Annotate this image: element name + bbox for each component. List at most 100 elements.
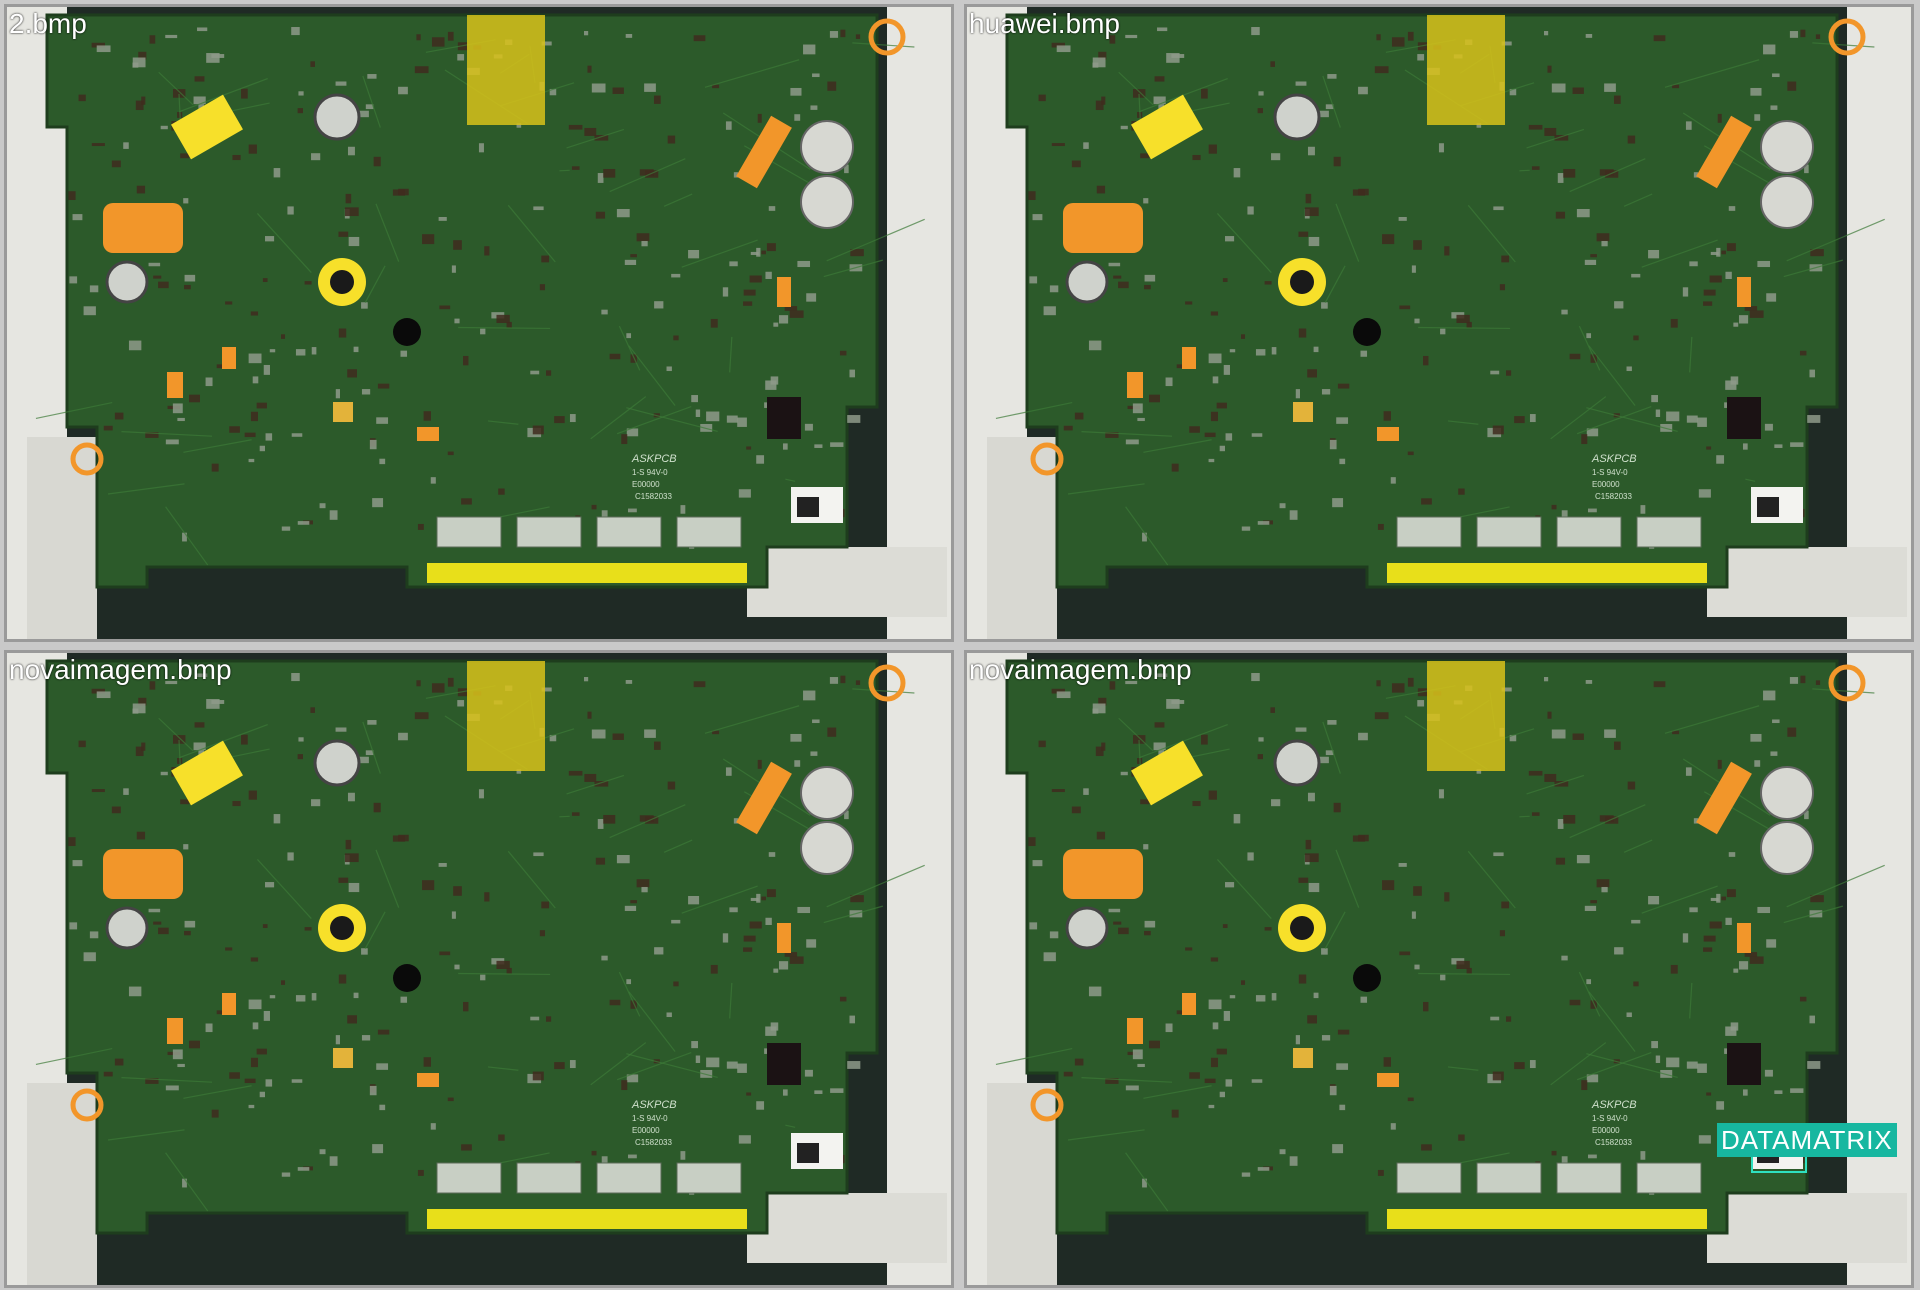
smd-component [416,680,421,687]
smd-component [794,760,801,767]
smd-component [710,964,718,974]
pcb-trace [1467,204,1516,263]
orange-pad [1063,203,1143,253]
pcb-trace [626,1053,718,1079]
smd-component [830,442,844,447]
smd-component [1766,293,1777,302]
smd-component [225,947,233,951]
smd-component [1095,746,1104,757]
smd-component [804,423,813,431]
smd-component [1225,433,1233,441]
smd-component [347,1015,358,1024]
smd-component [1360,996,1368,1003]
smd-component [1390,1123,1396,1130]
smd-component [1703,301,1713,306]
pcb-trace [458,972,551,976]
smd-component [1557,173,1564,183]
smd-component [1219,445,1226,452]
smd-component [265,236,275,242]
smd-component [232,800,241,807]
mounting-hole [1290,916,1314,940]
smd-component [1670,318,1678,328]
image-pane[interactable]: novaimagem.bmp ASKPCB 1-S 94V-0 E00000 C158… [964,650,1914,1288]
screw [1273,739,1321,787]
pcb-trace [362,721,381,774]
smd-component [1725,380,1737,390]
smd-component [379,458,386,465]
smd-component [1132,403,1143,414]
smd-component [1458,1134,1465,1141]
smd-component [1754,114,1761,121]
smd-component [1032,860,1043,867]
smd-component [423,411,431,421]
smd-component [1137,1063,1145,1068]
smd-component [653,95,661,104]
connector-ring [1760,766,1814,820]
smd-component [533,852,544,857]
smd-component [1071,806,1081,814]
smd-component [1529,1060,1536,1069]
smd-component [1271,347,1277,355]
smd-component [1750,87,1762,96]
screw [313,739,361,787]
detection-label: DATAMATRIX [1717,1123,1897,1157]
fixture-right [1847,653,1911,1285]
smd-component [1682,933,1689,943]
smd-component [1672,84,1680,89]
smd-component [376,1063,389,1070]
smd-component [138,697,147,706]
smd-component [353,992,359,999]
gold-finger-strip [427,1209,747,1229]
smd-component [1222,278,1228,283]
smd-component [667,135,676,144]
pcb-trace [1447,420,1479,425]
pcb-trace [158,717,194,752]
smd-component [810,751,818,756]
smd-component [211,1109,219,1118]
smd-component [361,1035,371,1041]
smd-component [1305,839,1312,850]
pcb-image: ASKPCB 1-S 94V-0 E00000 C1582033 [967,7,1911,639]
orange-pad [222,347,236,369]
smd-component [1754,760,1761,767]
smd-component [153,921,162,925]
pcb-trace [1641,885,1718,914]
smd-component [1703,935,1716,942]
silkscreen-code-2: C1582033 [635,1138,672,1147]
smd-component [693,681,706,688]
pcb-trace [729,336,733,373]
pcb-trace [785,478,796,482]
smd-component [1142,532,1147,542]
header-connector [436,516,502,548]
smd-component [595,211,606,219]
smd-component [1413,240,1422,250]
smd-component [710,318,718,328]
smd-component [671,273,681,278]
smd-component [453,886,462,896]
smd-component [1804,164,1809,174]
smd-component [1377,1169,1384,1176]
smd-component [422,880,435,891]
smd-component [587,65,592,73]
smd-component [757,113,762,123]
smd-component [1596,879,1610,888]
smd-component [273,814,281,824]
pcb-trace [121,1077,213,1083]
smd-component [1171,54,1185,58]
smd-component [1313,992,1319,999]
image-pane[interactable]: novaimagem.bmp ASKPCB 1-S 94V-0 E00000 C158… [4,650,954,1288]
smd-component [91,143,105,147]
smd-component [1337,1029,1350,1035]
smd-component [1358,834,1369,842]
smd-component [1225,1079,1233,1087]
smd-component [1298,974,1307,984]
pcb-trace [107,1129,185,1141]
image-pane[interactable]: 2.bmp ASKPCB 1-S 94V-0 E00000 C1582033 [4,4,954,642]
silkscreen-brand: ASKPCB [1591,1099,1637,1111]
smd-component [414,66,429,74]
image-pane[interactable]: huawei.bmp ASKPCB 1-S 94V-0 E00000 C1582033 [964,4,1914,642]
screw [105,260,149,304]
smd-component [797,906,811,914]
pcb-trace [1467,850,1516,909]
smd-component [855,680,861,685]
